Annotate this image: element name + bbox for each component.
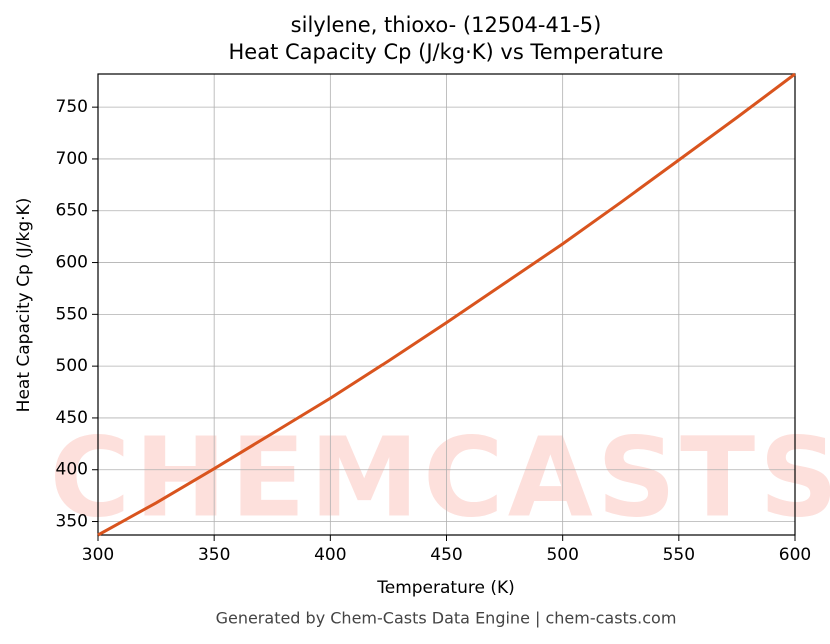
y-tick-label: 600 bbox=[56, 253, 88, 273]
x-tick-label: 400 bbox=[314, 545, 346, 565]
y-tick-label: 350 bbox=[56, 512, 88, 532]
y-tick-label: 450 bbox=[56, 408, 88, 428]
x-tick-label: 300 bbox=[82, 545, 114, 565]
x-tick-label: 350 bbox=[198, 545, 230, 565]
y-tick-label: 650 bbox=[56, 201, 88, 221]
plot-frame bbox=[97, 73, 796, 536]
y-tick-label: 750 bbox=[56, 97, 88, 117]
y-axis-label: Heat Capacity Cp (J/kg·K) bbox=[14, 198, 34, 413]
y-tick-label: 400 bbox=[56, 460, 88, 480]
y-tick-label: 500 bbox=[56, 356, 88, 376]
x-axis-label: Temperature (K) bbox=[376, 578, 515, 598]
x-tick-label: 450 bbox=[430, 545, 462, 565]
y-tick-label: 700 bbox=[56, 149, 88, 169]
data-line bbox=[97, 72, 796, 537]
y-tick-label: 550 bbox=[56, 304, 88, 324]
x-tick-label: 550 bbox=[663, 545, 695, 565]
chart-title: silylene, thioxo- (12504-41-5) bbox=[291, 13, 602, 37]
chart-subtitle: Heat Capacity Cp (J/kg·K) vs Temperature bbox=[229, 40, 664, 64]
x-tick-label: 600 bbox=[779, 545, 811, 565]
footer: Generated by Chem-Casts Data Engine | ch… bbox=[216, 609, 677, 628]
watermark: CHEMCASTS bbox=[50, 413, 830, 541]
x-tick-label: 500 bbox=[546, 545, 578, 565]
